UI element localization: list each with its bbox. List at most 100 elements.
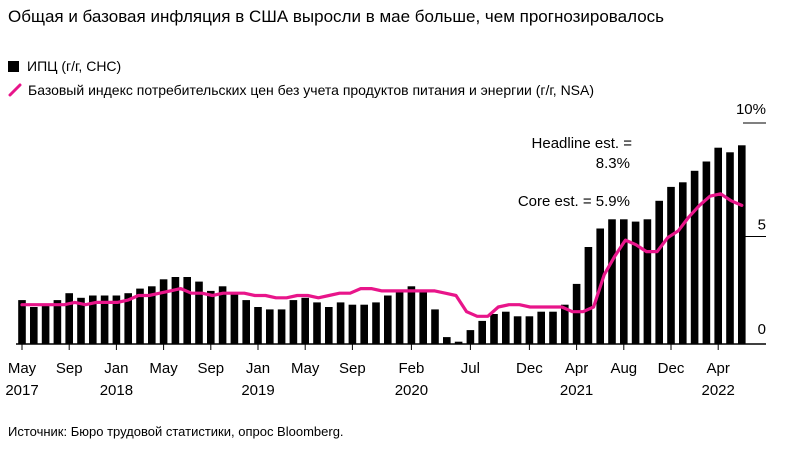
bar-cpi (277, 309, 286, 344)
bar-cpi (549, 311, 557, 344)
bar-cpi (148, 286, 156, 345)
x-year-label: 2018 (100, 382, 133, 399)
legend-core-label: Базовый индекс потребительских цен без у… (28, 82, 595, 98)
legend-core: Базовый индекс потребительских цен без у… (8, 82, 594, 98)
chart-title: Общая и базовая инфляция в США выросли в… (8, 7, 665, 26)
bar-cpi (313, 302, 321, 344)
axis-layer: 10% 5 0 May 2017 Sep Jan 2018 May Sep Jan 2019 May Se… (5, 101, 766, 399)
bar-cpi (65, 293, 73, 344)
bar-cpi (18, 300, 26, 344)
x-tick-label: Jan (104, 360, 128, 377)
x-tick-label: Jan (246, 360, 270, 377)
bar-cpi (572, 283, 581, 344)
bar-cpi (431, 309, 439, 344)
bar-cpi (384, 295, 392, 344)
bar-cpi (608, 219, 616, 344)
bar-cpi (407, 286, 416, 345)
bar-cpi (183, 277, 191, 344)
bar-cpi (325, 307, 333, 344)
x-year-label: 2017 (5, 382, 38, 399)
bar-cpi (631, 221, 640, 344)
bar-cpi (454, 341, 463, 344)
bar-cpi (502, 311, 510, 344)
x-tick-label: Feb (398, 360, 424, 377)
bar-cpi (89, 295, 97, 344)
x-tick-label: May (149, 360, 178, 377)
source-note: Источник: Бюро трудовой статистики, опро… (8, 424, 344, 439)
y-tick-label: 0 (758, 321, 766, 338)
legend-bar-swatch (8, 60, 19, 72)
line-core-cpi (20, 192, 744, 318)
bar-cpi (195, 281, 203, 344)
bar-cpi (360, 304, 368, 344)
bar-cpi (690, 170, 699, 345)
bar-cpi (679, 182, 687, 344)
bar-cpi (466, 330, 475, 344)
bar-cpi (667, 186, 675, 344)
bar-cpi (266, 309, 274, 344)
annotation-headline-value: 8.3% (596, 155, 630, 172)
bar-cpi (584, 247, 593, 344)
x-tick-label: Jul (461, 360, 480, 377)
bars-layer (18, 145, 746, 345)
x-year-label: 2021 (560, 382, 593, 399)
bar-cpi (419, 290, 427, 344)
annotation-headline-est: Headline est. = (532, 135, 633, 152)
bar-cpi (620, 219, 628, 344)
x-tick-label: Sep (339, 360, 366, 377)
bar-cpi (30, 307, 38, 344)
x-tick-label: Sep (56, 360, 83, 377)
bar-cpi (100, 295, 109, 344)
y-tick-label: 10% (736, 101, 766, 118)
x-tick-label: Sep (197, 360, 224, 377)
bar-cpi (655, 200, 663, 344)
bar-cpi (513, 316, 522, 344)
annotation-core-est: Core est. = 5.9% (518, 193, 630, 210)
annotation-layer: Headline est. = 8.3% Core est. = 5.9% (518, 135, 632, 210)
bar-cpi (230, 293, 239, 344)
bar-cpi (336, 302, 345, 344)
x-tick-label: May (291, 360, 320, 377)
x-tick-label: Apr (707, 360, 730, 377)
bar-cpi (242, 300, 250, 344)
bar-cpi (136, 288, 144, 344)
bar-cpi (561, 304, 569, 344)
legend-line-swatch (8, 83, 22, 97)
bar-cpi (171, 277, 180, 344)
bar-cpi (596, 228, 604, 344)
bar-cpi (738, 145, 746, 344)
bar-cpi (159, 279, 168, 344)
bar-cpi (124, 293, 132, 344)
bar-cpi (207, 290, 215, 344)
bar-cpi (395, 290, 404, 344)
y-tick-label: 5 (758, 217, 766, 234)
bar-cpi (643, 219, 652, 344)
bar-cpi (218, 286, 227, 345)
bar-cpi (112, 295, 121, 344)
x-year-label: 2019 (241, 382, 274, 399)
bar-cpi (490, 314, 498, 344)
bar-cpi (443, 337, 451, 344)
x-tick-label: Aug (610, 360, 637, 377)
bar-cpi (348, 304, 357, 344)
x-year-label: 2020 (395, 382, 428, 399)
bar-cpi (53, 300, 62, 344)
bar-cpi (254, 307, 262, 344)
bar-cpi (726, 152, 734, 344)
bar-cpi (537, 311, 545, 344)
legend-cpi: ИПЦ (г/г, СНС) (8, 58, 121, 74)
bar-cpi (289, 300, 298, 344)
line-layer (20, 192, 744, 318)
bar-cpi (702, 161, 711, 344)
bar-cpi (714, 147, 722, 344)
bar-cpi (525, 316, 534, 344)
x-tick-label: Apr (565, 360, 588, 377)
bar-cpi (41, 304, 50, 344)
x-year-label: 2022 (702, 382, 735, 399)
x-tick-label: Dec (658, 360, 685, 377)
x-tick-label: May (8, 360, 37, 377)
bar-cpi (478, 320, 486, 344)
x-tick-label: Dec (516, 360, 543, 377)
bar-cpi (77, 297, 85, 344)
bar-cpi (301, 297, 309, 344)
